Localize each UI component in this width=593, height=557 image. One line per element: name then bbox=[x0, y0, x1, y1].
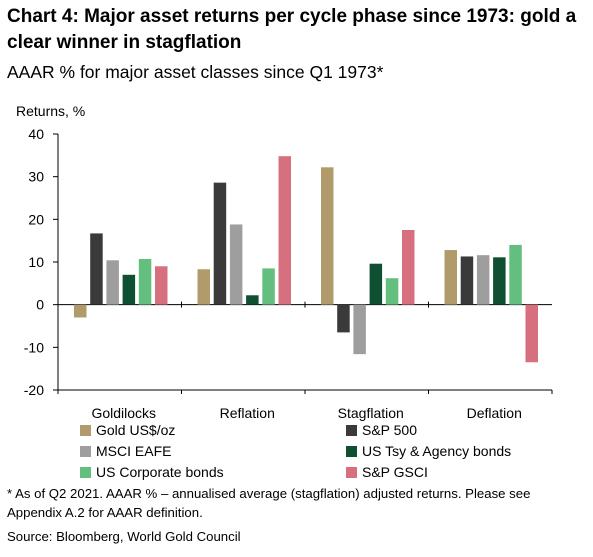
bar-deflation-s-p-500 bbox=[460, 256, 474, 305]
bar-stagflation-msci-eafe bbox=[353, 304, 366, 355]
y-tick-label: -10 bbox=[24, 339, 44, 355]
category-label: Deflation bbox=[467, 405, 522, 421]
bar-reflation-s-p-gsci bbox=[278, 156, 291, 305]
bar-reflation-s-p-500 bbox=[213, 182, 227, 305]
bar-goldilocks-msci-eafe bbox=[106, 260, 119, 305]
chart-bars bbox=[74, 156, 538, 363]
y-tick-label: 20 bbox=[28, 211, 44, 227]
chart-title: Chart 4: Major asset returns per cycle p… bbox=[7, 6, 577, 53]
y-axis-label: Returns, % bbox=[16, 103, 85, 119]
bar-reflation-us-corporate-bonds bbox=[262, 268, 275, 305]
bar-stagflation-s-p-gsci bbox=[402, 230, 415, 305]
bar-goldilocks-s-p-gsci bbox=[155, 266, 168, 305]
bar-stagflation-us-tsy-agency-bonds bbox=[369, 263, 383, 305]
footnote: * As of Q2 2021. AAAR % – annualised ave… bbox=[7, 486, 531, 520]
y-tick-label: 40 bbox=[28, 126, 44, 142]
bar-reflation-us-tsy-agency-bonds bbox=[246, 295, 259, 305]
bar-deflation-s-p-gsci bbox=[525, 304, 538, 363]
category-label: Reflation bbox=[220, 405, 275, 421]
y-tick-label: 0 bbox=[36, 297, 44, 313]
bar-goldilocks-us-corporate-bonds bbox=[138, 259, 152, 305]
y-tick-label: 30 bbox=[28, 169, 44, 185]
bar-goldilocks-gold-us-oz bbox=[74, 304, 87, 318]
bar-deflation-us-corporate-bonds bbox=[509, 244, 522, 305]
bar-deflation-us-tsy-agency-bonds bbox=[493, 257, 506, 305]
y-tick-label: 10 bbox=[28, 254, 44, 270]
y-tick-label: -20 bbox=[24, 382, 44, 398]
bar-stagflation-us-corporate-bonds bbox=[385, 278, 399, 305]
chart-subtitle: AAAR % for major asset classes since Q1 … bbox=[7, 62, 384, 82]
category-label: Goldilocks bbox=[91, 405, 156, 421]
bar-goldilocks-s-p-500 bbox=[90, 233, 103, 305]
source-note: Source: Bloomberg, World Gold Council bbox=[7, 529, 241, 544]
category-label: Stagflation bbox=[338, 405, 404, 421]
bar-reflation-msci-eafe bbox=[229, 224, 243, 305]
bar-reflation-gold-us-oz bbox=[197, 269, 210, 305]
bar-goldilocks-us-tsy-agency-bonds bbox=[122, 274, 136, 305]
bar-stagflation-s-p-500 bbox=[337, 304, 350, 333]
bar-deflation-gold-us-oz bbox=[444, 250, 457, 305]
bar-deflation-msci-eafe bbox=[476, 255, 490, 305]
bar-stagflation-gold-us-oz bbox=[321, 167, 334, 305]
